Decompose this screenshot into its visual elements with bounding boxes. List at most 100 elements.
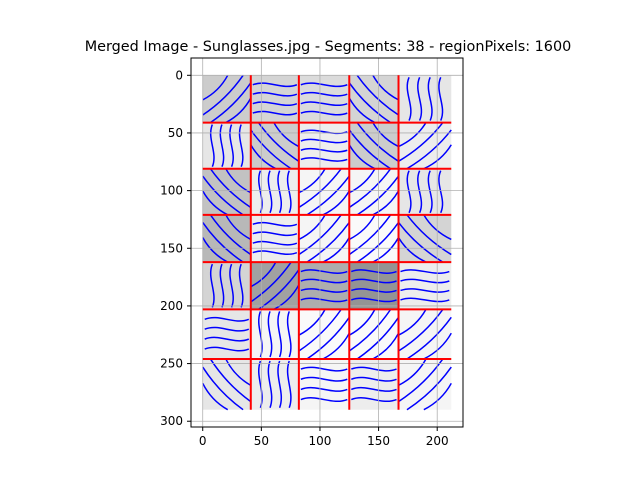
image-cell — [349, 168, 399, 215]
flow-line — [348, 168, 376, 194]
image-cell — [250, 309, 299, 359]
flow-line — [300, 297, 348, 303]
image-cell — [202, 309, 251, 359]
image-cell — [298, 75, 350, 123]
flow-line — [209, 124, 215, 167]
flow-line — [277, 170, 283, 214]
flow-lines — [300, 269, 348, 303]
flow-line — [400, 269, 450, 274]
flow-line — [298, 214, 342, 256]
flow-line — [348, 168, 392, 209]
flow-lines — [252, 82, 298, 116]
flow-line — [348, 308, 392, 352]
flow-line — [350, 366, 397, 372]
flow-line — [300, 269, 348, 274]
image-cell — [250, 168, 299, 215]
image-cell — [250, 122, 299, 169]
flow-line — [258, 269, 300, 311]
flow-line — [350, 397, 397, 403]
flow-line — [277, 311, 283, 358]
flow-lines — [298, 168, 350, 216]
flow-line — [286, 360, 292, 408]
flow-lines — [350, 366, 397, 403]
flow-line — [298, 168, 342, 209]
image-cell — [202, 168, 251, 215]
flow-line — [398, 309, 427, 336]
flow-line — [406, 170, 412, 214]
flow-line — [406, 129, 452, 170]
flow-line — [300, 110, 348, 116]
flow-line — [300, 288, 348, 293]
flow-line — [398, 122, 444, 162]
flow-line — [351, 297, 397, 303]
image-cell — [250, 262, 299, 310]
image-cell — [398, 122, 452, 169]
flow-line — [267, 360, 273, 408]
image-cell — [298, 309, 350, 359]
flow-line — [417, 170, 423, 214]
flow-line — [398, 358, 427, 387]
flow-line — [225, 97, 252, 124]
flow-line — [372, 74, 399, 101]
flow-line — [423, 214, 452, 241]
flow-line — [406, 76, 412, 121]
image-cell — [349, 358, 399, 410]
flow-line — [238, 263, 244, 308]
flow-line — [225, 358, 252, 387]
flow-line — [273, 284, 300, 311]
flow-line — [322, 237, 350, 263]
flow-line — [406, 366, 452, 411]
flow-lines — [209, 263, 244, 308]
flow-line — [202, 382, 229, 411]
flow-line — [372, 190, 400, 216]
flow-line — [252, 250, 298, 255]
flow-line — [202, 190, 229, 216]
flow-line — [229, 263, 234, 308]
image-cell — [398, 75, 452, 123]
flow-line — [202, 74, 244, 116]
flow-line — [356, 122, 399, 162]
flow-line — [372, 237, 400, 263]
flow-lines — [348, 308, 400, 360]
flow-line — [423, 332, 452, 360]
flow-line — [209, 358, 252, 403]
flow-lines — [406, 76, 444, 121]
image-cell — [202, 75, 251, 123]
x-tick-label: 0 — [199, 434, 207, 448]
flow-lines — [298, 308, 350, 360]
image-cell — [349, 262, 399, 310]
y-tick-label: 250 — [160, 357, 183, 371]
flow-lines — [250, 122, 300, 170]
flow-line — [209, 168, 252, 209]
flow-line — [209, 82, 252, 124]
flow-line — [204, 326, 250, 332]
flow-line — [397, 221, 444, 263]
flow-line — [348, 129, 392, 170]
flow-line — [250, 261, 292, 303]
flow-line — [204, 316, 250, 322]
image-cell — [298, 262, 350, 310]
flow-lines — [348, 122, 399, 170]
grid-lines — [191, 58, 463, 427]
image-cell — [298, 214, 350, 263]
image-cell — [349, 214, 399, 263]
flow-line — [322, 190, 350, 216]
flow-lines — [250, 261, 300, 311]
flow-line — [225, 168, 252, 194]
flow-line — [397, 237, 427, 263]
flow-lines — [300, 366, 348, 403]
flow-line — [300, 366, 348, 372]
image-cell — [202, 122, 251, 169]
flow-line — [427, 170, 433, 214]
flow-line — [398, 122, 427, 148]
flow-line — [238, 124, 244, 167]
image-cell — [349, 309, 399, 359]
flow-line — [300, 138, 348, 144]
flow-line — [202, 237, 229, 263]
flow-line — [202, 74, 229, 101]
flow-line — [298, 308, 342, 352]
segment-boundaries — [202, 75, 452, 410]
flow-lines — [204, 316, 250, 352]
axis-ticks: 0 50 100 150 200 0 50 100 150 200 250 300 — [160, 68, 449, 448]
flow-line — [219, 124, 225, 167]
